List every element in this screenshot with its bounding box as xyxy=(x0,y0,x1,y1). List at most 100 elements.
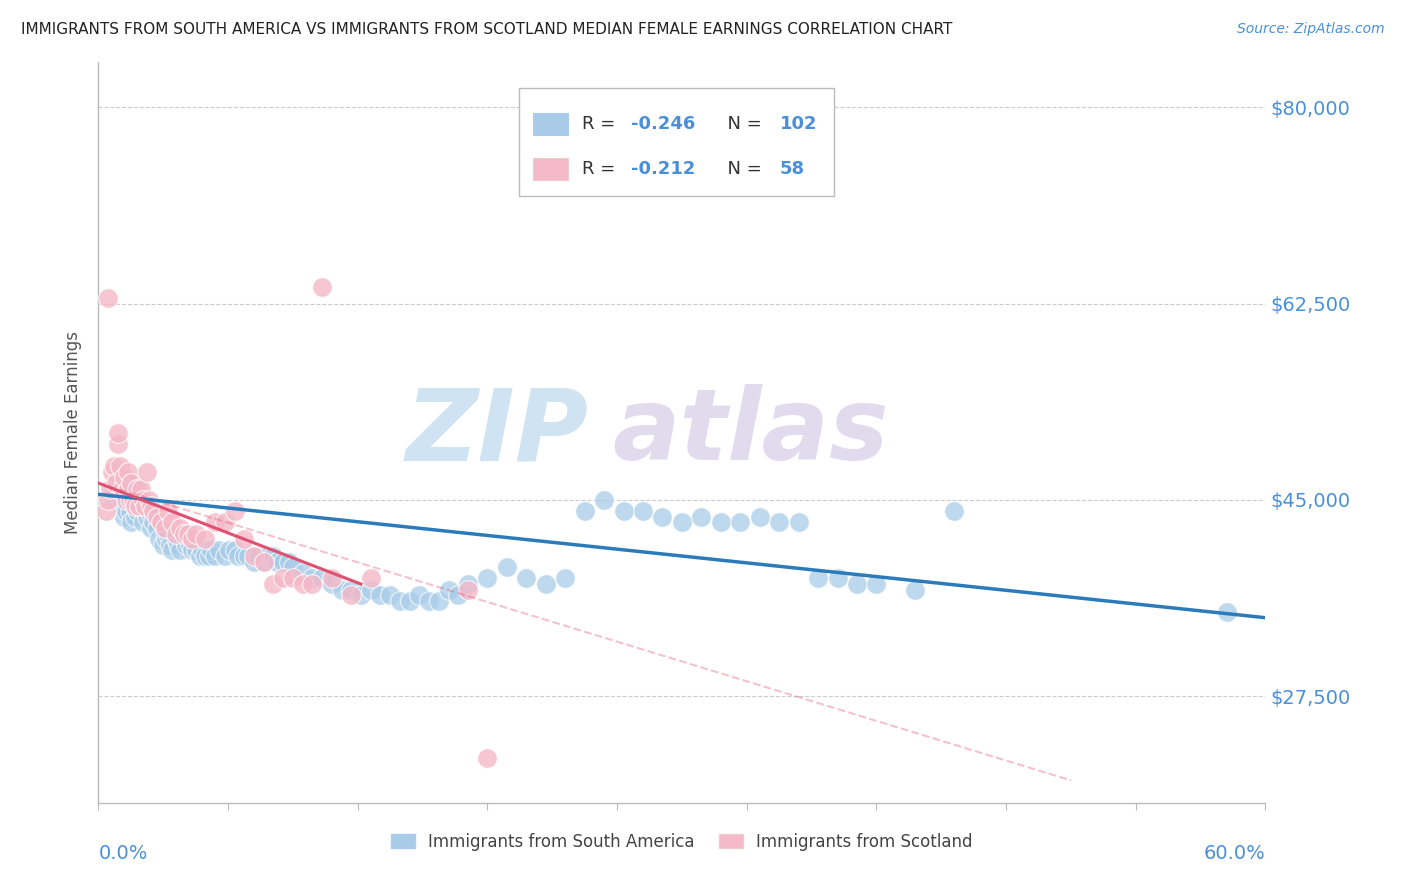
Point xyxy=(174,538,197,552)
Point xyxy=(340,582,363,597)
Point xyxy=(427,594,450,608)
Text: 60.0%: 60.0% xyxy=(1204,844,1265,863)
Point xyxy=(97,492,120,507)
Point xyxy=(807,571,830,585)
Point xyxy=(112,509,135,524)
Point xyxy=(142,516,165,530)
Point xyxy=(194,549,217,563)
Point xyxy=(194,532,217,546)
Point xyxy=(534,577,557,591)
Point xyxy=(134,499,156,513)
Text: N =: N = xyxy=(716,115,768,133)
Point xyxy=(224,543,246,558)
Point xyxy=(107,425,129,440)
Point xyxy=(370,588,392,602)
Point xyxy=(138,504,160,518)
Point xyxy=(447,588,470,602)
Point xyxy=(311,280,333,294)
Point xyxy=(271,555,294,569)
Point xyxy=(208,543,231,558)
Point xyxy=(97,291,120,305)
Point xyxy=(574,504,596,518)
Point xyxy=(108,459,131,474)
Point xyxy=(134,504,156,518)
Point xyxy=(671,516,693,530)
Point xyxy=(846,577,869,591)
Point xyxy=(128,492,150,507)
Point xyxy=(98,482,121,496)
Point xyxy=(238,549,260,563)
Point xyxy=(103,492,125,507)
Point xyxy=(170,526,193,541)
Point xyxy=(128,499,150,513)
Point xyxy=(233,549,256,563)
FancyBboxPatch shape xyxy=(533,158,568,180)
Text: 58: 58 xyxy=(780,160,806,178)
Point xyxy=(1215,605,1237,619)
Point xyxy=(127,504,149,518)
Point xyxy=(477,571,499,585)
Point xyxy=(281,571,304,585)
Point xyxy=(165,532,187,546)
Point xyxy=(271,571,294,585)
Point xyxy=(408,588,430,602)
Point xyxy=(554,571,576,585)
Point xyxy=(146,521,169,535)
FancyBboxPatch shape xyxy=(533,112,568,135)
Point xyxy=(101,465,124,479)
Point xyxy=(246,549,269,563)
Point xyxy=(184,526,207,541)
Point xyxy=(301,571,323,585)
Point xyxy=(127,482,149,496)
Point xyxy=(253,555,276,569)
Text: atlas: atlas xyxy=(612,384,889,481)
Point xyxy=(321,577,343,591)
Point xyxy=(112,470,135,484)
Text: R =: R = xyxy=(582,115,620,133)
Point xyxy=(111,482,134,496)
Point xyxy=(457,582,479,597)
Point xyxy=(200,543,222,558)
Point xyxy=(515,571,537,585)
Y-axis label: Median Female Earnings: Median Female Earnings xyxy=(65,331,83,534)
Point xyxy=(169,543,191,558)
Point xyxy=(138,492,160,507)
Point xyxy=(457,577,479,591)
Point xyxy=(118,492,141,507)
Point xyxy=(398,594,420,608)
Point xyxy=(121,476,143,491)
Point xyxy=(121,516,143,530)
Point xyxy=(278,555,301,569)
Point xyxy=(136,509,159,524)
Point xyxy=(418,594,440,608)
Point xyxy=(153,526,176,541)
Point xyxy=(340,588,363,602)
Point xyxy=(253,555,276,569)
Point xyxy=(243,549,266,563)
Point xyxy=(107,437,129,451)
Point xyxy=(291,577,314,591)
Point xyxy=(157,526,180,541)
Point xyxy=(117,476,139,491)
Point xyxy=(388,594,411,608)
Point xyxy=(132,492,155,507)
Point xyxy=(218,543,240,558)
Point xyxy=(103,459,125,474)
Point xyxy=(865,577,887,591)
Point xyxy=(173,526,195,541)
Point xyxy=(96,504,118,518)
Point xyxy=(111,499,134,513)
Point xyxy=(311,571,333,585)
Point xyxy=(153,521,176,535)
Point xyxy=(233,532,256,546)
Point xyxy=(104,476,127,491)
Point xyxy=(188,549,211,563)
Point xyxy=(613,504,636,518)
Text: ZIP: ZIP xyxy=(405,384,589,481)
Text: N =: N = xyxy=(716,160,768,178)
Point xyxy=(710,516,733,530)
Legend: Immigrants from South America, Immigrants from Scotland: Immigrants from South America, Immigrant… xyxy=(385,826,979,857)
Point xyxy=(228,549,250,563)
Point xyxy=(149,516,172,530)
Point xyxy=(360,571,382,585)
